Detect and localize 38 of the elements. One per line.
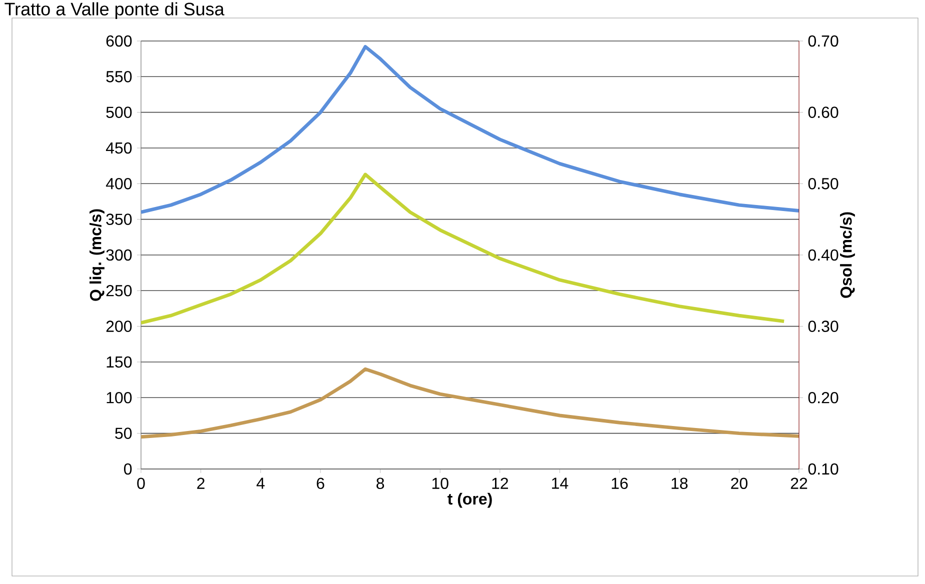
y-tick-label: 150 — [106, 356, 132, 368]
y-tick-label: 450 — [106, 142, 132, 154]
y-tick-label: 600 — [106, 35, 132, 47]
y-tick-label: 250 — [106, 284, 132, 296]
x-tick-label: 22 — [790, 478, 808, 489]
x-tick-label: 18 — [672, 478, 688, 490]
y-tick-label: 550 — [106, 71, 132, 82]
y-tick-label: 50 — [115, 428, 132, 439]
x-tick-label: 16 — [612, 478, 628, 490]
x-tick-label: 4 — [256, 478, 265, 489]
x-tick-label: 2 — [197, 478, 204, 489]
x-tick-label: 14 — [552, 478, 568, 489]
line-series — [141, 44, 800, 214]
y-tick-label: 400 — [106, 178, 132, 190]
x-tick-label: 6 — [316, 478, 324, 490]
y-tick-label: 200 — [106, 320, 132, 332]
x-axis-title: t (ore) — [448, 492, 492, 508]
y-tick-label: 100 — [106, 392, 132, 404]
y-tick-label: 350 — [106, 214, 132, 225]
y-tick-label: 500 — [106, 106, 132, 118]
y2-tick-label: 0.60 — [808, 106, 838, 118]
line-series — [141, 172, 786, 324]
y-axis-title: Q liq. (mc/s) — [90, 209, 104, 301]
y2-tick-label: 0.10 — [808, 463, 838, 475]
y2-tick-label: 0.40 — [808, 249, 838, 261]
y2-tick-label: 0.70 — [808, 35, 838, 47]
x-tick-label: 10 — [432, 478, 448, 490]
x-tick-label: 20 — [731, 478, 748, 490]
y-tick-label: 0 — [124, 463, 132, 475]
y-tick-label: 300 — [106, 249, 132, 261]
y2-axis-title: Qsol (mc/s) — [840, 212, 855, 298]
y2-tick-label: 0.30 — [808, 320, 838, 332]
x-tick-label: 8 — [376, 478, 384, 490]
y2-tick-label: 0.20 — [808, 392, 838, 404]
chart-title: Tratto a Valle ponte di Susa — [4, 2, 224, 20]
y2-tick-label: 0.50 — [808, 178, 838, 190]
x-tick-label: 0 — [137, 478, 145, 490]
x-tick-label: 12 — [492, 478, 508, 489]
